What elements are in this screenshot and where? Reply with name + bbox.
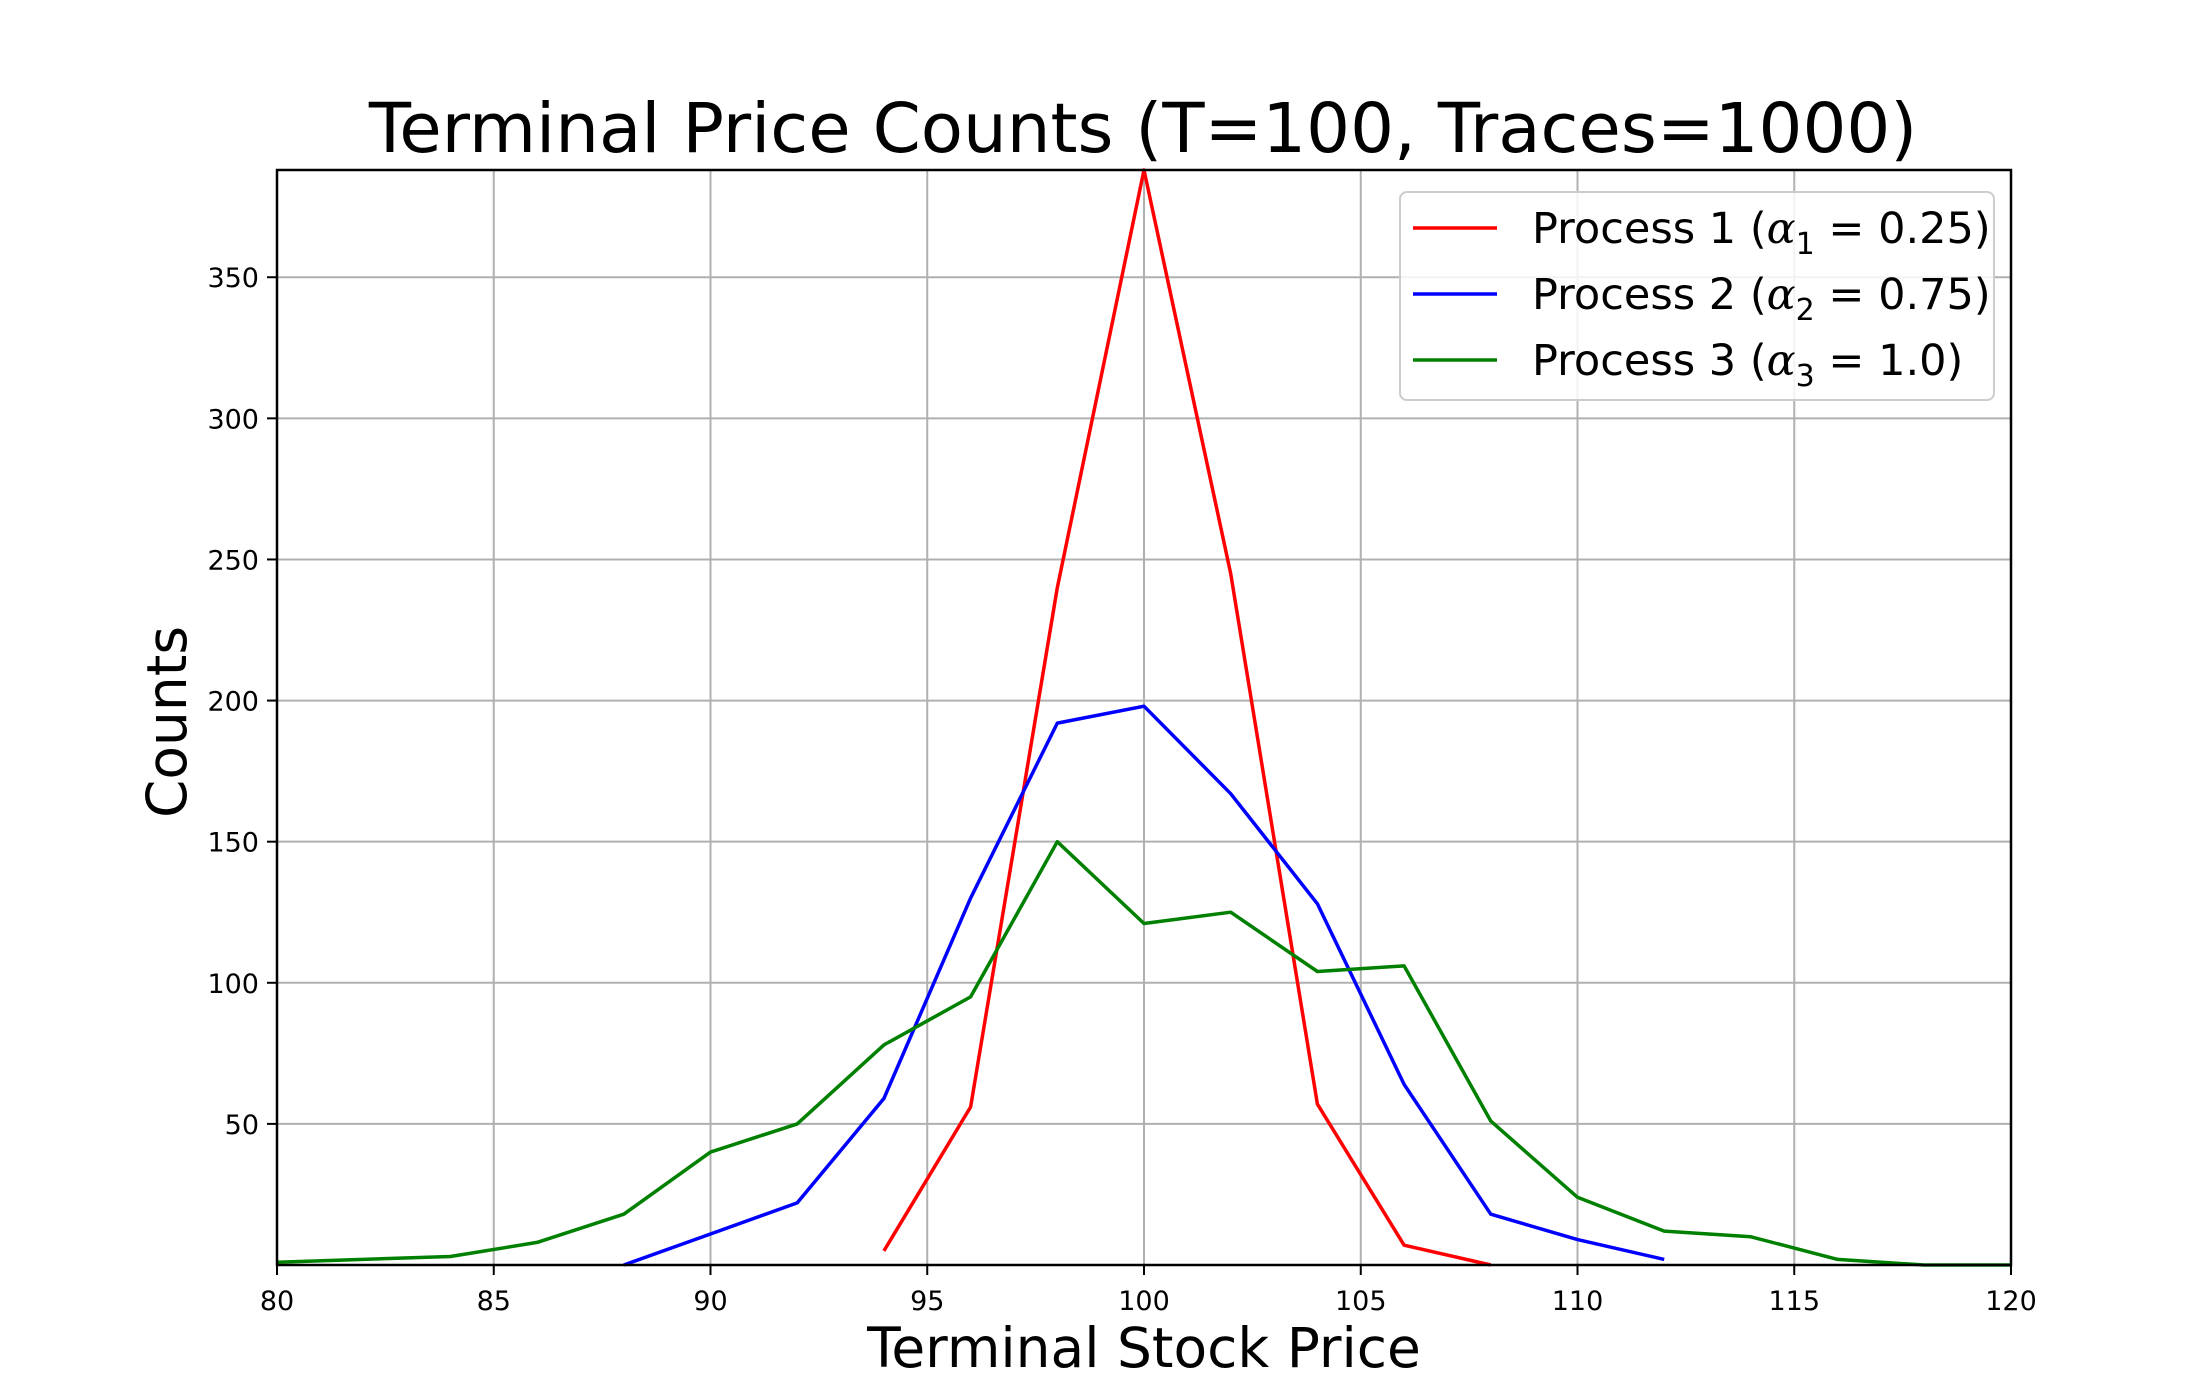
- y-tick-label: 250: [207, 545, 259, 576]
- y-tick-label: 200: [207, 687, 259, 718]
- x-tick-label: 95: [910, 1286, 944, 1317]
- legend-label-process-3: Process 3 (α3 = 1.0): [1532, 336, 1963, 394]
- x-tick-label: 110: [1552, 1286, 1604, 1317]
- y-tick-label: 50: [225, 1110, 259, 1141]
- x-tick-label: 85: [477, 1286, 511, 1317]
- series-lines: [276, 168, 2011, 1267]
- legend: Process 1 (α1 = 0.25) Process 2 (α2 = 0.7…: [1399, 191, 1995, 401]
- x-axis: 80 85 90 95 100 105 110 115 120: [260, 1265, 2037, 1317]
- x-axis-label: Terminal Stock Price: [866, 1316, 1421, 1380]
- y-axis: 50 100 150 200 250 300 350: [207, 263, 277, 1141]
- legend-items: Process 1 (α1 = 0.25) Process 2 (α2 = 0.7…: [1413, 204, 1991, 394]
- y-tick-label: 350: [207, 263, 259, 294]
- y-tick-label: 300: [207, 404, 259, 435]
- series-line-process-2: [623, 704, 1665, 1267]
- legend-label-process-2: Process 2 (α2 = 0.75): [1532, 270, 1991, 328]
- x-tick-label: 115: [1768, 1286, 1820, 1317]
- series-line-process-3: [276, 839, 2011, 1267]
- x-tick-label: 80: [260, 1286, 294, 1317]
- x-tick-label: 90: [693, 1286, 727, 1317]
- y-tick-label: 100: [207, 969, 259, 1000]
- series-line-process-1: [882, 168, 1492, 1267]
- x-tick-label: 100: [1118, 1286, 1170, 1317]
- legend-box: [1399, 191, 1995, 401]
- x-tick-label: 105: [1335, 1286, 1387, 1317]
- legend-label-process-1: Process 1 (α1 = 0.25): [1532, 204, 1991, 262]
- x-tick-label: 120: [1985, 1286, 2037, 1317]
- chart-title: Terminal Price Counts (T=100, Traces=100…: [368, 89, 1917, 169]
- y-axis-label: Counts: [135, 626, 199, 818]
- y-tick-label: 150: [207, 828, 259, 859]
